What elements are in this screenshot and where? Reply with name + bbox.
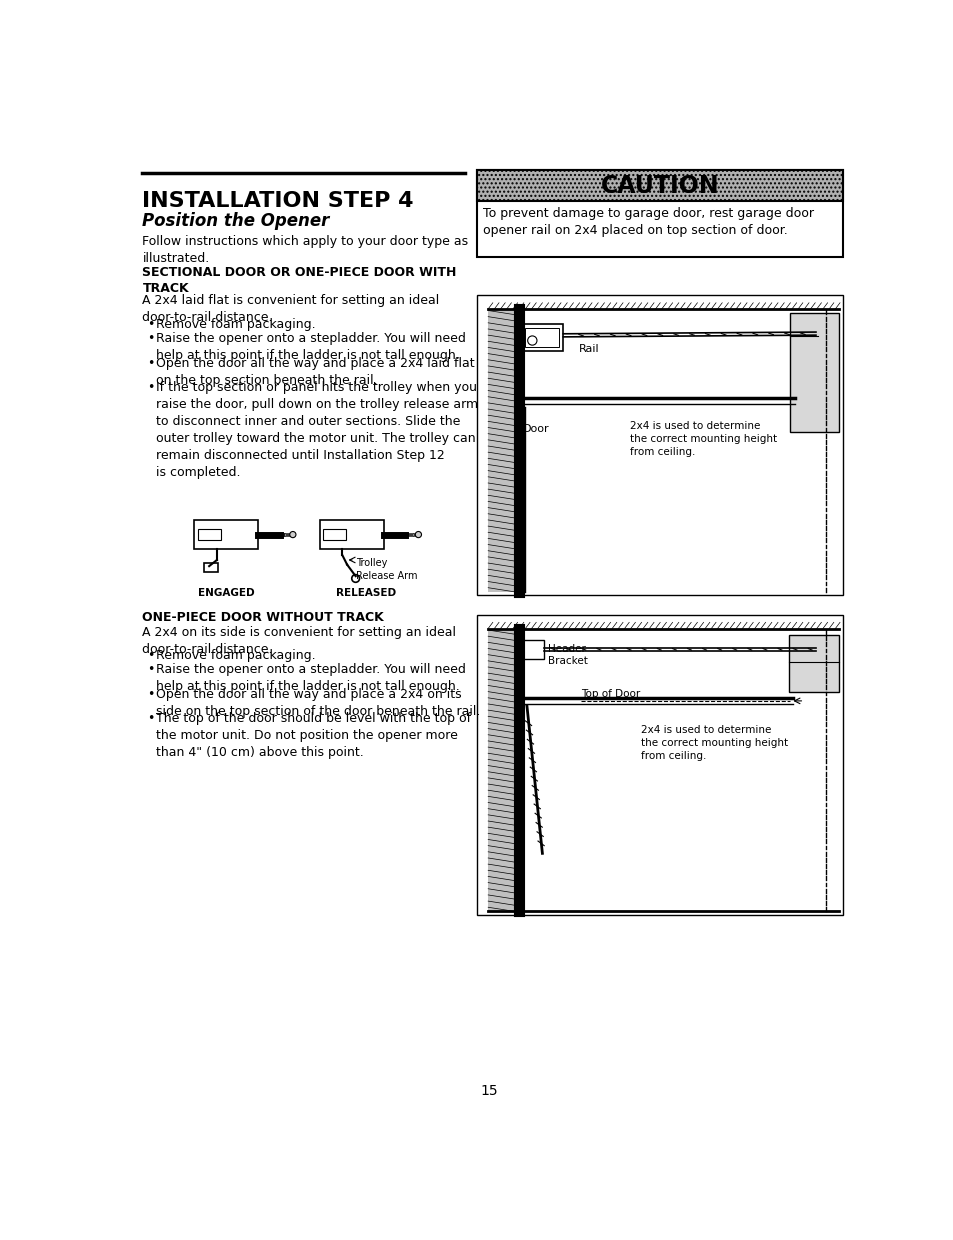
Text: SECTIONAL DOOR OR ONE-PIECE DOOR WITH
TRACK: SECTIONAL DOOR OR ONE-PIECE DOOR WITH TR… bbox=[142, 265, 456, 295]
Bar bbox=[415, 533, 416, 536]
Text: Header
Bracket: Header Bracket bbox=[547, 644, 587, 666]
Text: •: • bbox=[147, 650, 154, 662]
Text: To prevent damage to garage door, rest garage door
opener rail on 2x4 placed on : To prevent damage to garage door, rest g… bbox=[482, 207, 813, 237]
Text: •: • bbox=[147, 688, 154, 701]
Text: If the top section or panel hits the trolley when you
raise the door, pull down : If the top section or panel hits the tro… bbox=[156, 382, 478, 480]
Text: ENGAGED: ENGAGED bbox=[197, 588, 254, 598]
Text: •: • bbox=[147, 713, 154, 725]
Text: Door: Door bbox=[522, 424, 549, 434]
Bar bbox=[524, 329, 558, 347]
Text: Open the door all the way and place a 2x4 on its
side on the top section of the : Open the door all the way and place a 2x… bbox=[156, 688, 480, 718]
Bar bbox=[476, 295, 842, 595]
Text: Remove foam packaging.: Remove foam packaging. bbox=[156, 650, 315, 662]
Bar bbox=[282, 533, 283, 536]
Bar bbox=[416, 533, 418, 536]
Text: 2x4 is used to determine
the correct mounting height
from ceiling.: 2x4 is used to determine the correct mou… bbox=[640, 724, 788, 761]
Text: Raise the opener onto a stepladder. You will need
help at this point if the ladd: Raise the opener onto a stepladder. You … bbox=[156, 332, 466, 362]
Text: Follow instructions which apply to your door type as
illustrated.: Follow instructions which apply to your … bbox=[142, 236, 468, 265]
Polygon shape bbox=[790, 312, 839, 433]
Bar bbox=[476, 170, 842, 257]
Bar bbox=[412, 533, 414, 536]
Text: •: • bbox=[147, 332, 154, 345]
Polygon shape bbox=[788, 635, 839, 692]
Text: Top of Door: Top of Door bbox=[580, 689, 639, 699]
Text: RELEASED: RELEASED bbox=[335, 588, 395, 598]
Bar bbox=[488, 629, 517, 911]
Bar bbox=[405, 533, 406, 536]
Text: INSTALLATION STEP 4: INSTALLATION STEP 4 bbox=[142, 191, 414, 211]
Bar bbox=[410, 533, 411, 536]
Text: 2x4 is used to determine
the correct mounting height
from ceiling.: 2x4 is used to determine the correct mou… bbox=[630, 420, 777, 458]
Text: 15: 15 bbox=[479, 1084, 497, 1099]
Bar bbox=[284, 533, 286, 536]
Text: The top of the door should be level with the top of
the motor unit. Do not posit: The top of the door should be level with… bbox=[156, 713, 471, 759]
Bar bbox=[204, 563, 218, 573]
Bar bbox=[476, 170, 842, 201]
Text: Rail: Rail bbox=[578, 343, 599, 353]
Bar bbox=[279, 533, 281, 536]
Text: Raise the opener onto a stepladder. You will need
help at this point if the ladd: Raise the opener onto a stepladder. You … bbox=[156, 663, 466, 693]
Bar bbox=[291, 533, 293, 536]
Circle shape bbox=[415, 532, 421, 538]
Bar bbox=[520, 325, 562, 351]
Text: •: • bbox=[147, 357, 154, 370]
Bar bbox=[407, 533, 409, 536]
Text: •: • bbox=[147, 663, 154, 676]
Text: Open the door all the way and place a 2x4 laid flat
on the top section beneath t: Open the door all the way and place a 2x… bbox=[156, 357, 475, 387]
Text: CAUTION: CAUTION bbox=[599, 174, 719, 197]
Text: •: • bbox=[147, 319, 154, 331]
Bar bbox=[323, 529, 346, 539]
Text: A 2x4 laid flat is convenient for setting an ideal
door-to-rail distance.: A 2x4 laid flat is convenient for settin… bbox=[142, 294, 439, 324]
Text: ONE-PIECE DOOR WITHOUT TRACK: ONE-PIECE DOOR WITHOUT TRACK bbox=[142, 611, 384, 624]
Text: A 2x4 on its side is convenient for setting an ideal
door-to-rail distance.: A 2x4 on its side is convenient for sett… bbox=[142, 626, 456, 656]
Bar bbox=[194, 520, 257, 549]
Circle shape bbox=[290, 532, 295, 538]
Bar bbox=[476, 615, 842, 915]
Text: Position the Opener: Position the Opener bbox=[142, 212, 330, 229]
Bar bbox=[286, 533, 288, 536]
Bar bbox=[289, 533, 291, 536]
Text: •: • bbox=[147, 382, 154, 394]
Bar bbox=[197, 529, 220, 539]
Text: Remove foam packaging.: Remove foam packaging. bbox=[156, 319, 315, 331]
Bar bbox=[488, 309, 517, 591]
Bar bbox=[520, 640, 543, 660]
Text: Trolley
Release Arm: Trolley Release Arm bbox=[355, 558, 416, 580]
Circle shape bbox=[352, 574, 359, 583]
Bar bbox=[319, 520, 383, 549]
